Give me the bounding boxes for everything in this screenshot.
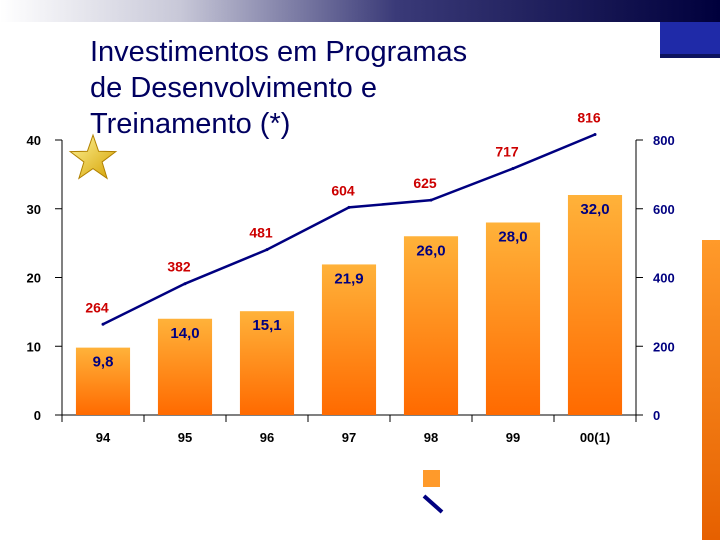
line-point xyxy=(265,248,269,252)
line-value-label: 382 xyxy=(167,259,191,275)
bar xyxy=(75,347,131,415)
y-right-tick-label: 0 xyxy=(653,408,660,423)
footnote-icon xyxy=(422,470,444,514)
bar xyxy=(239,311,295,415)
y-left-tick-label: 10 xyxy=(27,339,41,354)
line-point xyxy=(101,322,105,326)
x-tick-label: 99 xyxy=(506,430,520,445)
y-left-tick-label: 0 xyxy=(34,408,41,423)
bar xyxy=(157,318,213,415)
y-left-tick-label: 20 xyxy=(27,271,41,286)
y-left-tick-label: 40 xyxy=(27,133,41,148)
line-value-label: 264 xyxy=(85,299,109,315)
bar xyxy=(567,195,623,415)
right-decor-bar xyxy=(702,240,720,540)
line-value-label: 717 xyxy=(495,144,519,160)
line-point xyxy=(429,198,433,202)
x-tick-label: 00(1) xyxy=(580,430,610,445)
top-decor-box-shadow xyxy=(660,54,720,58)
star-icon xyxy=(68,133,118,180)
line-point xyxy=(347,205,351,209)
chart-labels: 9,8 14,0 15,1 21,9 26,0 28,0 32,0 264 382 481 604 6… xyxy=(85,110,609,371)
y-left-tick-label: 30 xyxy=(27,202,41,217)
x-tick-label: 97 xyxy=(342,430,356,445)
bar xyxy=(403,236,459,415)
line-value-label: 816 xyxy=(577,110,601,126)
line-value-label: 481 xyxy=(249,225,273,241)
bar-value-label: 26,0 xyxy=(416,242,445,259)
bar-series xyxy=(75,195,623,415)
y-right-tick-label: 200 xyxy=(653,339,675,354)
x-tick-label: 98 xyxy=(424,430,438,445)
bar xyxy=(321,264,377,415)
line-point xyxy=(511,167,515,171)
bar-value-label: 32,0 xyxy=(580,201,609,218)
line-point xyxy=(593,133,597,136)
y-right-tick-label: 600 xyxy=(653,202,675,217)
bar-value-label: 14,0 xyxy=(170,325,199,342)
slide-title: Investimentos em Programas de Desenvolvi… xyxy=(90,36,468,140)
x-tick-label: 95 xyxy=(178,430,192,445)
line-value-label: 625 xyxy=(413,175,437,191)
x-tick-label: 94 xyxy=(96,430,111,445)
bar-value-label: 21,9 xyxy=(334,270,363,287)
line-series xyxy=(101,133,597,326)
top-decor-bar xyxy=(0,0,720,22)
bar-value-label: 28,0 xyxy=(498,229,527,246)
bar-value-label: 9,8 xyxy=(93,354,114,371)
bar-value-label: 15,1 xyxy=(252,317,281,334)
y-right-tick-label: 800 xyxy=(653,133,675,148)
y-right-tick-label: 400 xyxy=(653,271,675,286)
top-decor-box xyxy=(660,22,720,54)
bar xyxy=(485,222,541,415)
x-tick-label: 96 xyxy=(260,430,274,445)
line-point xyxy=(183,282,187,286)
line-value-label: 604 xyxy=(331,182,355,198)
